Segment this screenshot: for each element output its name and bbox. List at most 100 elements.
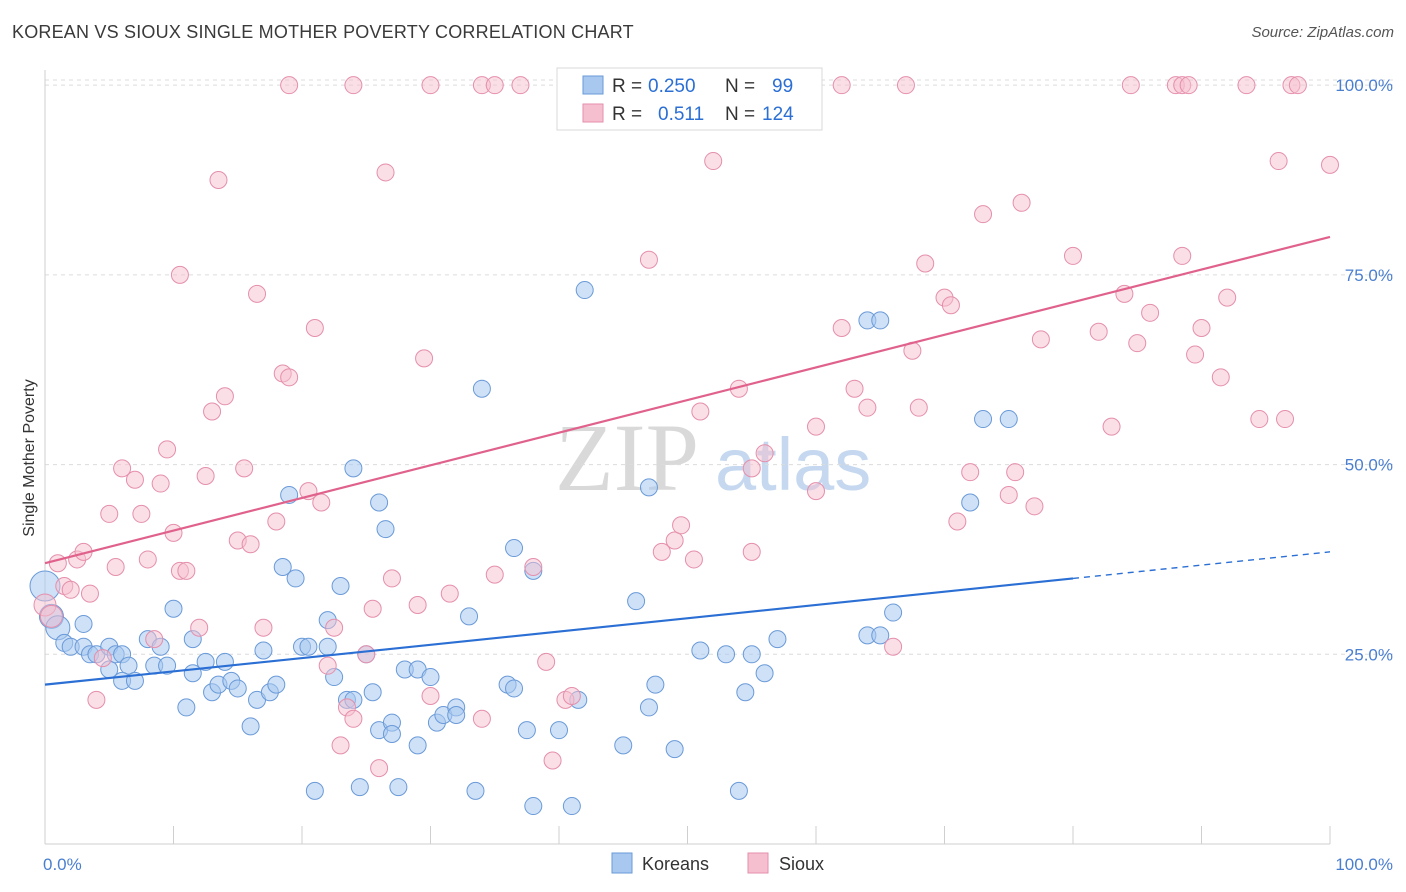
series-legend: Koreans Sioux (611, 852, 824, 874)
korean-point (524, 797, 543, 816)
sioux-point (170, 265, 189, 284)
sioux-point (1128, 334, 1147, 353)
sioux-point (318, 656, 337, 675)
sioux-point (61, 580, 80, 599)
sioux-point (196, 466, 215, 485)
legend-n-label-sioux: N = (725, 104, 755, 125)
sioux-point (344, 709, 363, 728)
korean-point (639, 478, 658, 497)
sioux-point (151, 474, 170, 493)
korean-point (447, 706, 466, 724)
sioux-point (672, 516, 691, 535)
sioux-point (177, 561, 196, 580)
sioux-point (884, 637, 903, 656)
sioux-point (408, 595, 427, 614)
sioux-point (421, 76, 440, 95)
sioux-point (415, 349, 434, 368)
sioux-point (524, 558, 543, 577)
legend-swatch-sioux (582, 103, 604, 123)
korean-point (575, 281, 594, 300)
sioux-point (562, 687, 581, 706)
korean-point (884, 603, 903, 622)
korean-point (961, 493, 980, 512)
sioux-point (48, 554, 67, 573)
korean-point (350, 778, 369, 797)
legend-swatch-koreans (582, 75, 604, 95)
korean-point (215, 652, 234, 671)
korean-point (408, 736, 427, 755)
sioux-point (1089, 322, 1108, 341)
sioux-point (704, 152, 723, 171)
korean-point (562, 797, 581, 816)
y-tick-label: 75.0% (1345, 266, 1393, 285)
sioux-point (999, 485, 1018, 504)
korean-trend-line (44, 577, 1074, 686)
sioux-point (357, 645, 376, 664)
sioux-point (1192, 319, 1211, 337)
korean-point (331, 577, 350, 595)
sioux-point (543, 751, 562, 770)
sioux-point (858, 398, 877, 417)
sioux-point (832, 319, 851, 337)
korean-point (974, 410, 993, 429)
korean-trend-extension (1072, 551, 1331, 580)
sioux-point (691, 402, 710, 421)
trend-lines (44, 235, 1331, 686)
korean-point (472, 379, 491, 398)
sioux-point (248, 284, 267, 303)
y-axis-label: Single Mother Poverty (21, 379, 38, 536)
sioux-point (941, 296, 960, 315)
sioux-point (145, 630, 164, 649)
sioux-point (325, 618, 344, 637)
sioux-point (1288, 76, 1307, 95)
sioux-point (203, 402, 222, 421)
chart-title: KOREAN VS SIOUX SINGLE MOTHER POVERTY CO… (12, 22, 634, 42)
sioux-point (1218, 288, 1237, 307)
korean-point (614, 736, 633, 755)
korean-point (196, 652, 215, 671)
sioux-point (755, 444, 774, 463)
sioux-point (472, 709, 491, 728)
x-tick-label-min: 0.0% (43, 855, 82, 874)
sioux-point (742, 542, 761, 561)
sioux-point (511, 76, 530, 95)
sioux-point (344, 76, 363, 95)
korean-point (363, 683, 382, 702)
sioux-point (639, 250, 658, 269)
korean-point (717, 645, 736, 664)
sioux-point (370, 759, 389, 778)
sioux-point (1012, 193, 1031, 212)
sioux-point (241, 535, 260, 554)
sioux-point (280, 368, 299, 387)
legend-n-value-koreans: 99 (772, 76, 793, 97)
watermark-zip: ZIP (555, 404, 699, 511)
korean-point (158, 656, 177, 675)
korean-point (376, 520, 395, 539)
legend-n-value-sioux: 124 (762, 104, 794, 125)
korean-point (999, 410, 1018, 429)
sioux-point (485, 76, 504, 95)
sioux-point (1250, 410, 1269, 429)
sioux-point (132, 504, 151, 523)
korean-point (389, 778, 408, 797)
sioux-point (376, 163, 395, 182)
sioux-point (254, 618, 273, 637)
sioux-point (93, 649, 112, 668)
sioux-point (158, 440, 177, 459)
sioux-point (909, 398, 928, 417)
sioux-trend-line (44, 235, 1331, 565)
sioux-point (845, 379, 864, 398)
bottom-legend-label-koreans: Koreans (642, 854, 709, 874)
sioux-point (1141, 303, 1160, 322)
sioux-point (39, 604, 63, 628)
korean-point (241, 717, 260, 736)
sioux-point (974, 205, 993, 224)
sioux-point (100, 504, 119, 523)
sioux-point (190, 618, 209, 637)
y-tick-label: 100.0% (1335, 76, 1393, 95)
korean-point (273, 558, 292, 577)
korean-point (517, 721, 536, 740)
sioux-point (807, 417, 825, 436)
korean-point (505, 679, 524, 698)
bottom-legend-swatch-sioux (747, 852, 769, 874)
